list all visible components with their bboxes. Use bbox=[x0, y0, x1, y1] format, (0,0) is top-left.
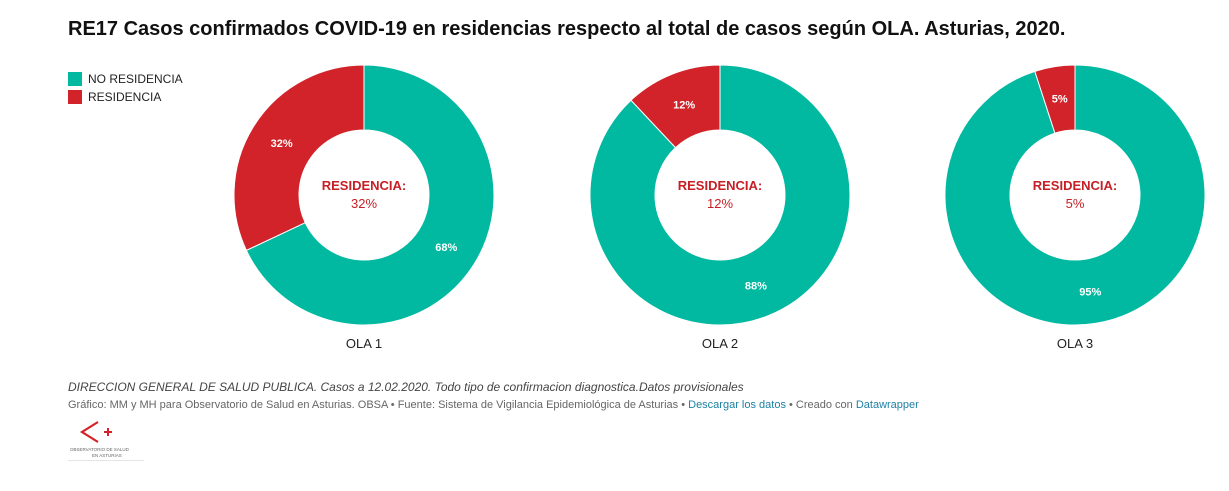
donut-charts: 68% 32% RESIDENCIA: 32% OLA 1 88% 12% RESIDENCI… bbox=[233, 64, 1206, 351]
ola-2-slice-residencia bbox=[630, 64, 721, 149]
ola-2-center-value: 12% bbox=[707, 196, 733, 211]
legend-label-residencia: RESIDENCIA bbox=[88, 90, 162, 104]
ola-1-slice-no-residencia bbox=[245, 64, 495, 326]
legend-swatch-no-residencia bbox=[68, 72, 82, 86]
logo-background bbox=[68, 417, 144, 461]
source-note: DIRECCION GENERAL DE SALUD PUBLICA. Caso… bbox=[68, 380, 744, 394]
ola-2-slice-no-residencia bbox=[589, 64, 851, 326]
created-with-text: • Creado con bbox=[785, 399, 856, 411]
obsa-logo: OBSERVATORIO DE SALUD EN ASTURIAS bbox=[68, 417, 144, 461]
credits-text: Gráfico: MM y MH para Observatorio de Sa… bbox=[68, 399, 689, 411]
ola-2-center-label: RESIDENCIA: bbox=[678, 178, 763, 193]
ola-1-label-residencia: 32% bbox=[271, 138, 293, 150]
ola-3-title: OLA 3 bbox=[1057, 336, 1093, 351]
credits-line: Gráfico: MM y MH para Observatorio de Sa… bbox=[68, 399, 919, 411]
ola-3-slice-no-residencia bbox=[944, 64, 1206, 326]
ola-2-label-no-residencia: 88% bbox=[745, 281, 767, 293]
legend: NO RESIDENCIA RESIDENCIA bbox=[68, 70, 183, 106]
ola-3-center-value: 5% bbox=[1066, 196, 1085, 211]
download-data-link[interactable]: Descargar los datos bbox=[688, 399, 786, 411]
ola-1-center-value: 32% bbox=[351, 196, 377, 211]
ola-1-slice-residencia bbox=[233, 64, 365, 252]
ola-2-title: OLA 2 bbox=[702, 336, 738, 351]
ola-1-title: OLA 1 bbox=[346, 336, 382, 351]
ola-2-label-residencia: 12% bbox=[673, 99, 695, 111]
logo-text-line2: EN ASTURIAS bbox=[92, 453, 122, 458]
legend-item-no-residencia: NO RESIDENCIA bbox=[68, 70, 183, 88]
legend-swatch-residencia bbox=[68, 90, 82, 104]
logo-text-line1: OBSERVATORIO DE SALUD bbox=[70, 447, 130, 452]
ola-3-center-label: RESIDENCIA: bbox=[1033, 178, 1118, 193]
logo-cross-icon bbox=[104, 428, 112, 436]
ola-1-label-no-residencia: 68% bbox=[435, 242, 457, 254]
logo-mark bbox=[79, 421, 99, 443]
datawrapper-link[interactable]: Datawrapper bbox=[855, 399, 919, 411]
ola-1-center-label: RESIDENCIA: bbox=[322, 178, 407, 193]
legend-item-residencia: RESIDENCIA bbox=[68, 88, 183, 106]
ola-3-label-no-residencia: 95% bbox=[1079, 286, 1101, 298]
legend-label-no-residencia: NO RESIDENCIA bbox=[88, 72, 183, 86]
ola-3-slice-residencia bbox=[1034, 64, 1076, 134]
ola-3-label-residencia: 5% bbox=[1052, 94, 1068, 106]
chart-title: RE17 Casos confirmados COVID-19 en resid… bbox=[68, 18, 1066, 40]
